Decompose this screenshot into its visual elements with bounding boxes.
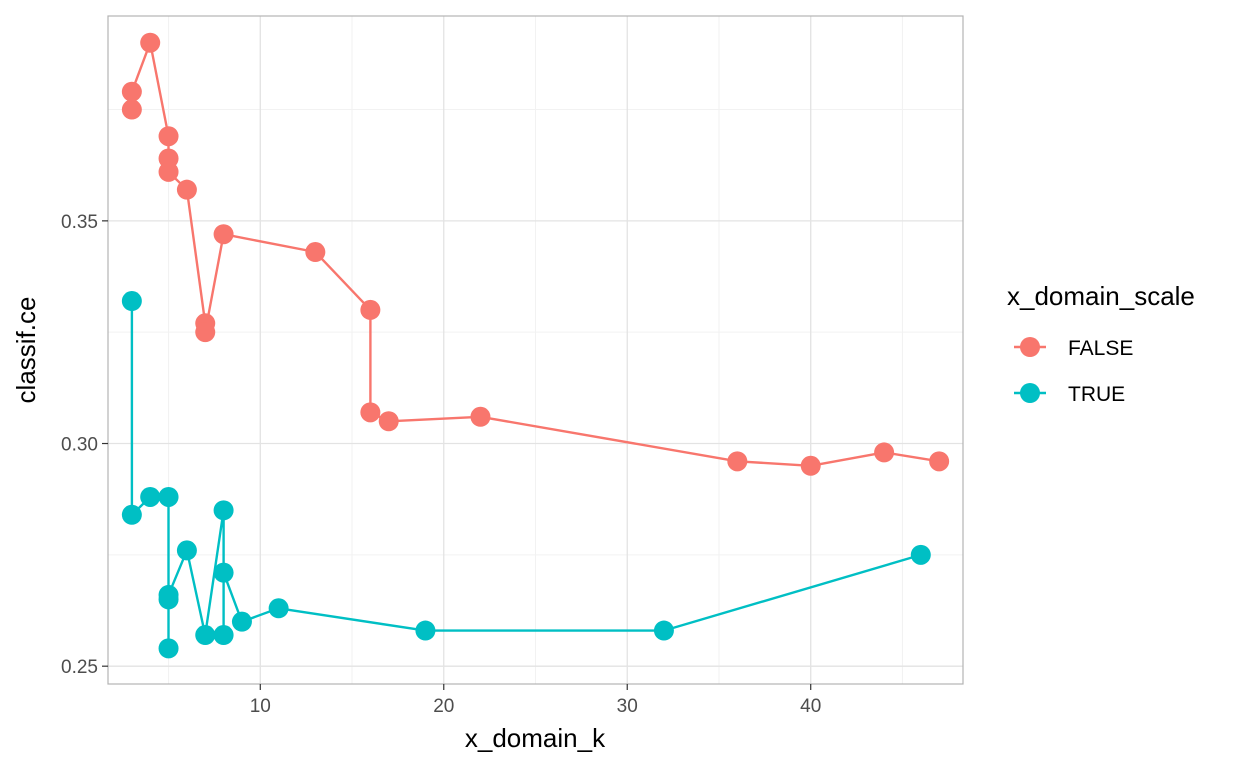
x-tick-label: 10	[250, 696, 271, 717]
data-point	[121, 99, 142, 120]
data-point	[305, 242, 326, 263]
data-point	[158, 638, 179, 659]
y-tick-label: 0.25	[61, 657, 98, 678]
data-point	[213, 500, 234, 521]
data-point	[158, 161, 179, 182]
data-point	[415, 620, 436, 641]
data-point	[158, 486, 179, 507]
data-point	[121, 504, 142, 525]
series-false	[121, 32, 950, 476]
data-point	[470, 406, 491, 427]
x-tick-label: 40	[800, 696, 821, 717]
series-true	[121, 291, 931, 659]
data-point	[653, 620, 674, 641]
legend-key-point	[1020, 383, 1040, 403]
data-point	[195, 322, 216, 343]
data-point	[140, 32, 161, 53]
data-point	[360, 402, 381, 423]
legend-label: TRUE	[1068, 383, 1125, 406]
x-tick-label: 30	[617, 696, 638, 717]
legend-keys: FALSE TRUE	[1014, 337, 1133, 406]
y-axis-title: classif.ce	[11, 297, 41, 404]
legend-item-false: FALSE	[1014, 337, 1133, 360]
data-point	[121, 291, 142, 312]
panel-border	[107, 15, 964, 685]
data-point	[727, 451, 748, 472]
x-tick-label: 20	[433, 696, 454, 717]
data-point	[360, 299, 381, 320]
data-point	[929, 451, 950, 472]
y-tick-label: 0.30	[61, 435, 98, 456]
data-point	[158, 126, 179, 147]
data-point	[268, 598, 289, 619]
data-point	[195, 625, 216, 646]
legend-key-point	[1020, 337, 1040, 357]
legend-title: x_domain_scale	[1007, 281, 1195, 311]
data-point	[121, 81, 142, 102]
data-point	[176, 540, 197, 561]
data-point	[140, 486, 161, 507]
grid	[108, 16, 963, 684]
legend-item-true: TRUE	[1014, 383, 1125, 406]
data-point	[378, 411, 399, 432]
x-axis-title: x_domain_k	[465, 723, 606, 753]
data-point	[910, 544, 931, 565]
data-point	[874, 442, 895, 463]
legend: x_domain_scale FALSE TRUE	[1007, 281, 1195, 406]
data-point	[213, 224, 234, 245]
axes: 10 20 30 40 0.25 0.30 0.35	[61, 212, 821, 717]
data-point	[800, 455, 821, 476]
plot-series	[121, 32, 950, 659]
data-point	[213, 625, 234, 646]
data-point	[176, 179, 197, 200]
data-point	[231, 611, 252, 632]
legend-label: FALSE	[1068, 337, 1133, 360]
y-tick-label: 0.35	[61, 212, 98, 233]
data-point	[158, 584, 179, 605]
data-point	[213, 562, 234, 583]
